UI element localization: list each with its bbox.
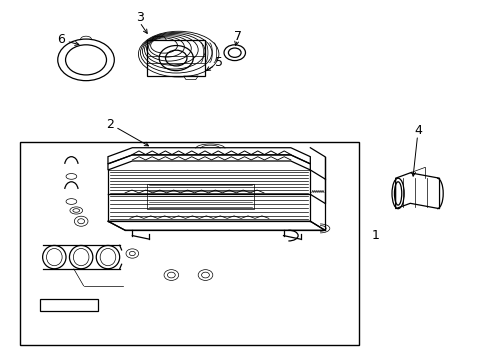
Text: 5: 5 — [215, 56, 223, 69]
Text: 4: 4 — [414, 124, 422, 138]
Text: 1: 1 — [370, 229, 378, 242]
Text: 7: 7 — [234, 30, 242, 43]
Bar — [40, 300, 98, 311]
Bar — [147, 184, 254, 209]
Text: 6: 6 — [57, 32, 64, 46]
Bar — [147, 40, 205, 76]
Text: 3: 3 — [136, 11, 143, 24]
Bar — [20, 142, 358, 345]
Text: 2: 2 — [106, 118, 114, 131]
